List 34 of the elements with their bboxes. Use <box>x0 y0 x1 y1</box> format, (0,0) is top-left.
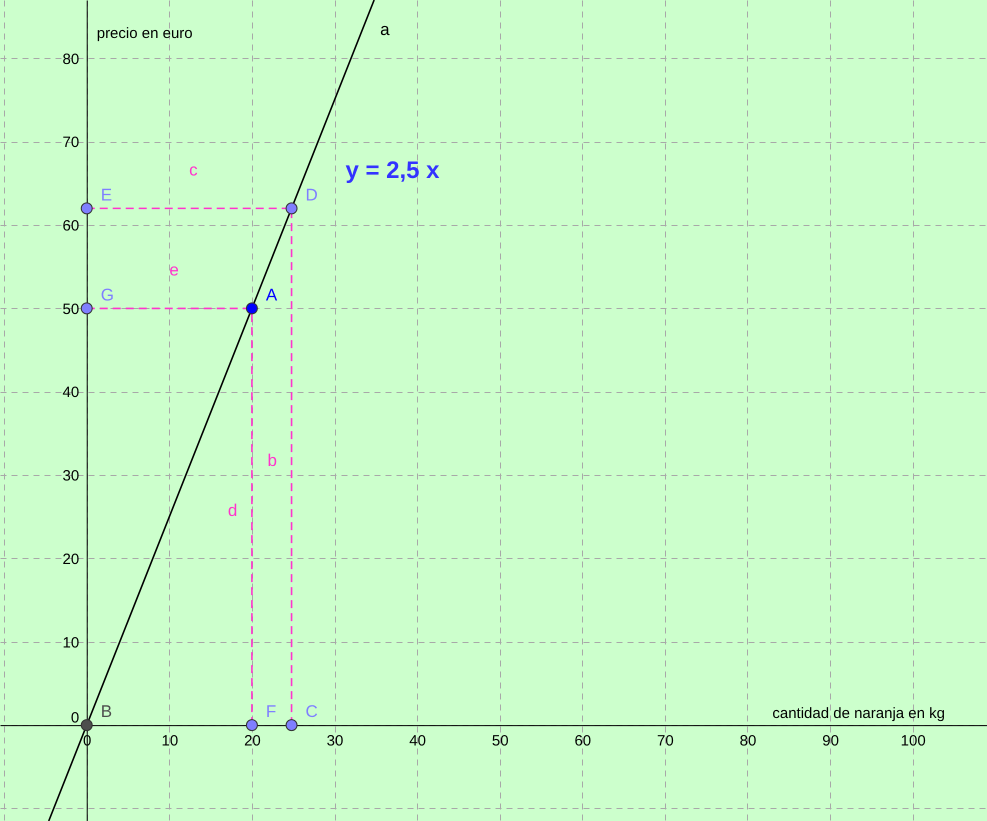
x-tick-label: 10 <box>161 732 178 750</box>
x-tick-label: 30 <box>326 732 344 750</box>
y-tick-label: 80 <box>62 50 80 68</box>
y-tick-label: 20 <box>62 550 80 568</box>
y-tick-label: 10 <box>62 634 80 652</box>
y-tick-label: 30 <box>62 468 80 485</box>
series-label: A <box>266 285 278 304</box>
x-axis-title: cantidad de naranja en kg <box>772 705 945 722</box>
y-axis-title: precio en euro <box>96 25 193 42</box>
series-label: c <box>189 160 198 180</box>
y-tick-label: 40 <box>62 384 80 402</box>
series-label: B <box>100 702 112 722</box>
x-tick-label: 50 <box>492 732 509 750</box>
x-tick-label: 20 <box>244 732 261 750</box>
series-label: E <box>100 185 112 204</box>
series-label: F <box>266 702 276 722</box>
x-tick-label: 80 <box>740 732 756 750</box>
series-label: e <box>169 260 179 280</box>
series-label: d <box>228 500 238 520</box>
series-label: b <box>268 450 278 470</box>
x-tick-label: 100 <box>900 732 926 750</box>
x-tick-label: 90 <box>822 732 839 750</box>
y-tick-label: 0 <box>70 710 80 727</box>
y-tick-label: 70 <box>62 134 80 152</box>
series-label: D <box>306 185 318 204</box>
annotation: y = 2,5 x <box>345 157 440 184</box>
series-label: G <box>100 285 114 304</box>
x-tick-label: 60 <box>574 732 592 750</box>
y-tick-label: 50 <box>62 300 80 318</box>
x-tick-label: 40 <box>409 732 426 750</box>
y-tick-label: 60 <box>62 218 80 235</box>
series-label: C <box>306 702 318 722</box>
series-label: a <box>380 20 390 39</box>
x-tick-label: 70 <box>657 732 674 750</box>
